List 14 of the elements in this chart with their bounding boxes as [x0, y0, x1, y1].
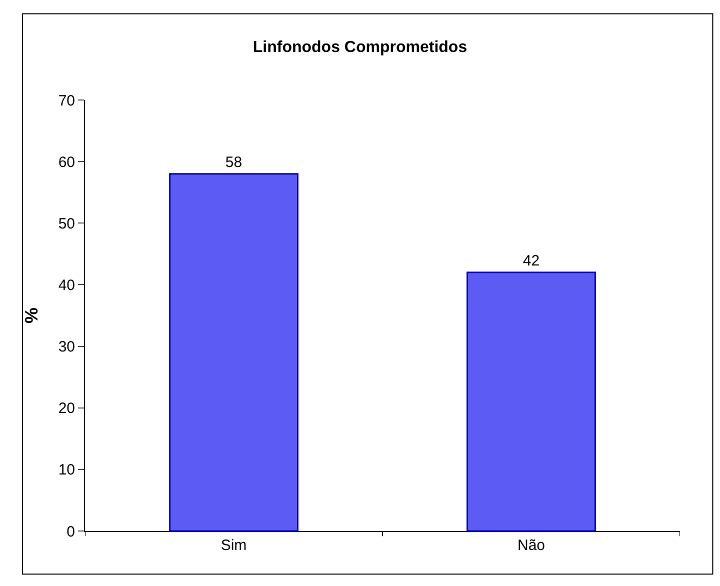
y-tick-label: 40 [58, 276, 75, 294]
y-tick-label: 60 [58, 154, 75, 171]
x-tick-label: Sim [220, 537, 247, 554]
y-tick-label: 30 [58, 338, 75, 356]
y-tick-label: 0 [66, 523, 75, 540]
y-tick-label: 70 [58, 92, 75, 110]
y-tick-label: 50 [58, 215, 75, 232]
y-tick-label: 10 [58, 462, 75, 479]
data-label: 42 [522, 252, 540, 270]
y-axis-title: % [22, 307, 42, 324]
chart-title: Linfonodos Comprometidos [252, 39, 468, 56]
x-tick-label: Não [517, 537, 546, 554]
data-label: 58 [225, 154, 242, 171]
y-tick-label: 20 [58, 400, 75, 418]
